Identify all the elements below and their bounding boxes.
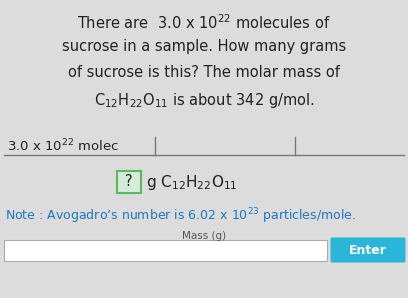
- Text: ?: ?: [125, 175, 133, 190]
- Text: Enter: Enter: [349, 243, 387, 257]
- Text: 3.0 x 10$^{22}$ molec: 3.0 x 10$^{22}$ molec: [7, 138, 119, 154]
- Text: Note : Avogadro’s number is 6.02 x 10$^{23}$ particles/mole.: Note : Avogadro’s number is 6.02 x 10$^{…: [5, 206, 356, 226]
- Text: g C$_{12}$H$_{22}$O$_{11}$: g C$_{12}$H$_{22}$O$_{11}$: [146, 173, 238, 192]
- Text: There are  3.0 x 10$^{22}$ molecules of: There are 3.0 x 10$^{22}$ molecules of: [77, 13, 331, 32]
- Text: sucrose in a sample. How many grams: sucrose in a sample. How many grams: [62, 39, 346, 54]
- Text: Mass (g): Mass (g): [182, 231, 226, 241]
- FancyBboxPatch shape: [330, 238, 406, 263]
- Text: of sucrose is this? The molar mass of: of sucrose is this? The molar mass of: [68, 65, 340, 80]
- FancyBboxPatch shape: [117, 171, 141, 193]
- Text: C$_{12}$H$_{22}$O$_{11}$ is about 342 g/mol.: C$_{12}$H$_{22}$O$_{11}$ is about 342 g/…: [94, 91, 314, 110]
- FancyBboxPatch shape: [4, 240, 326, 260]
